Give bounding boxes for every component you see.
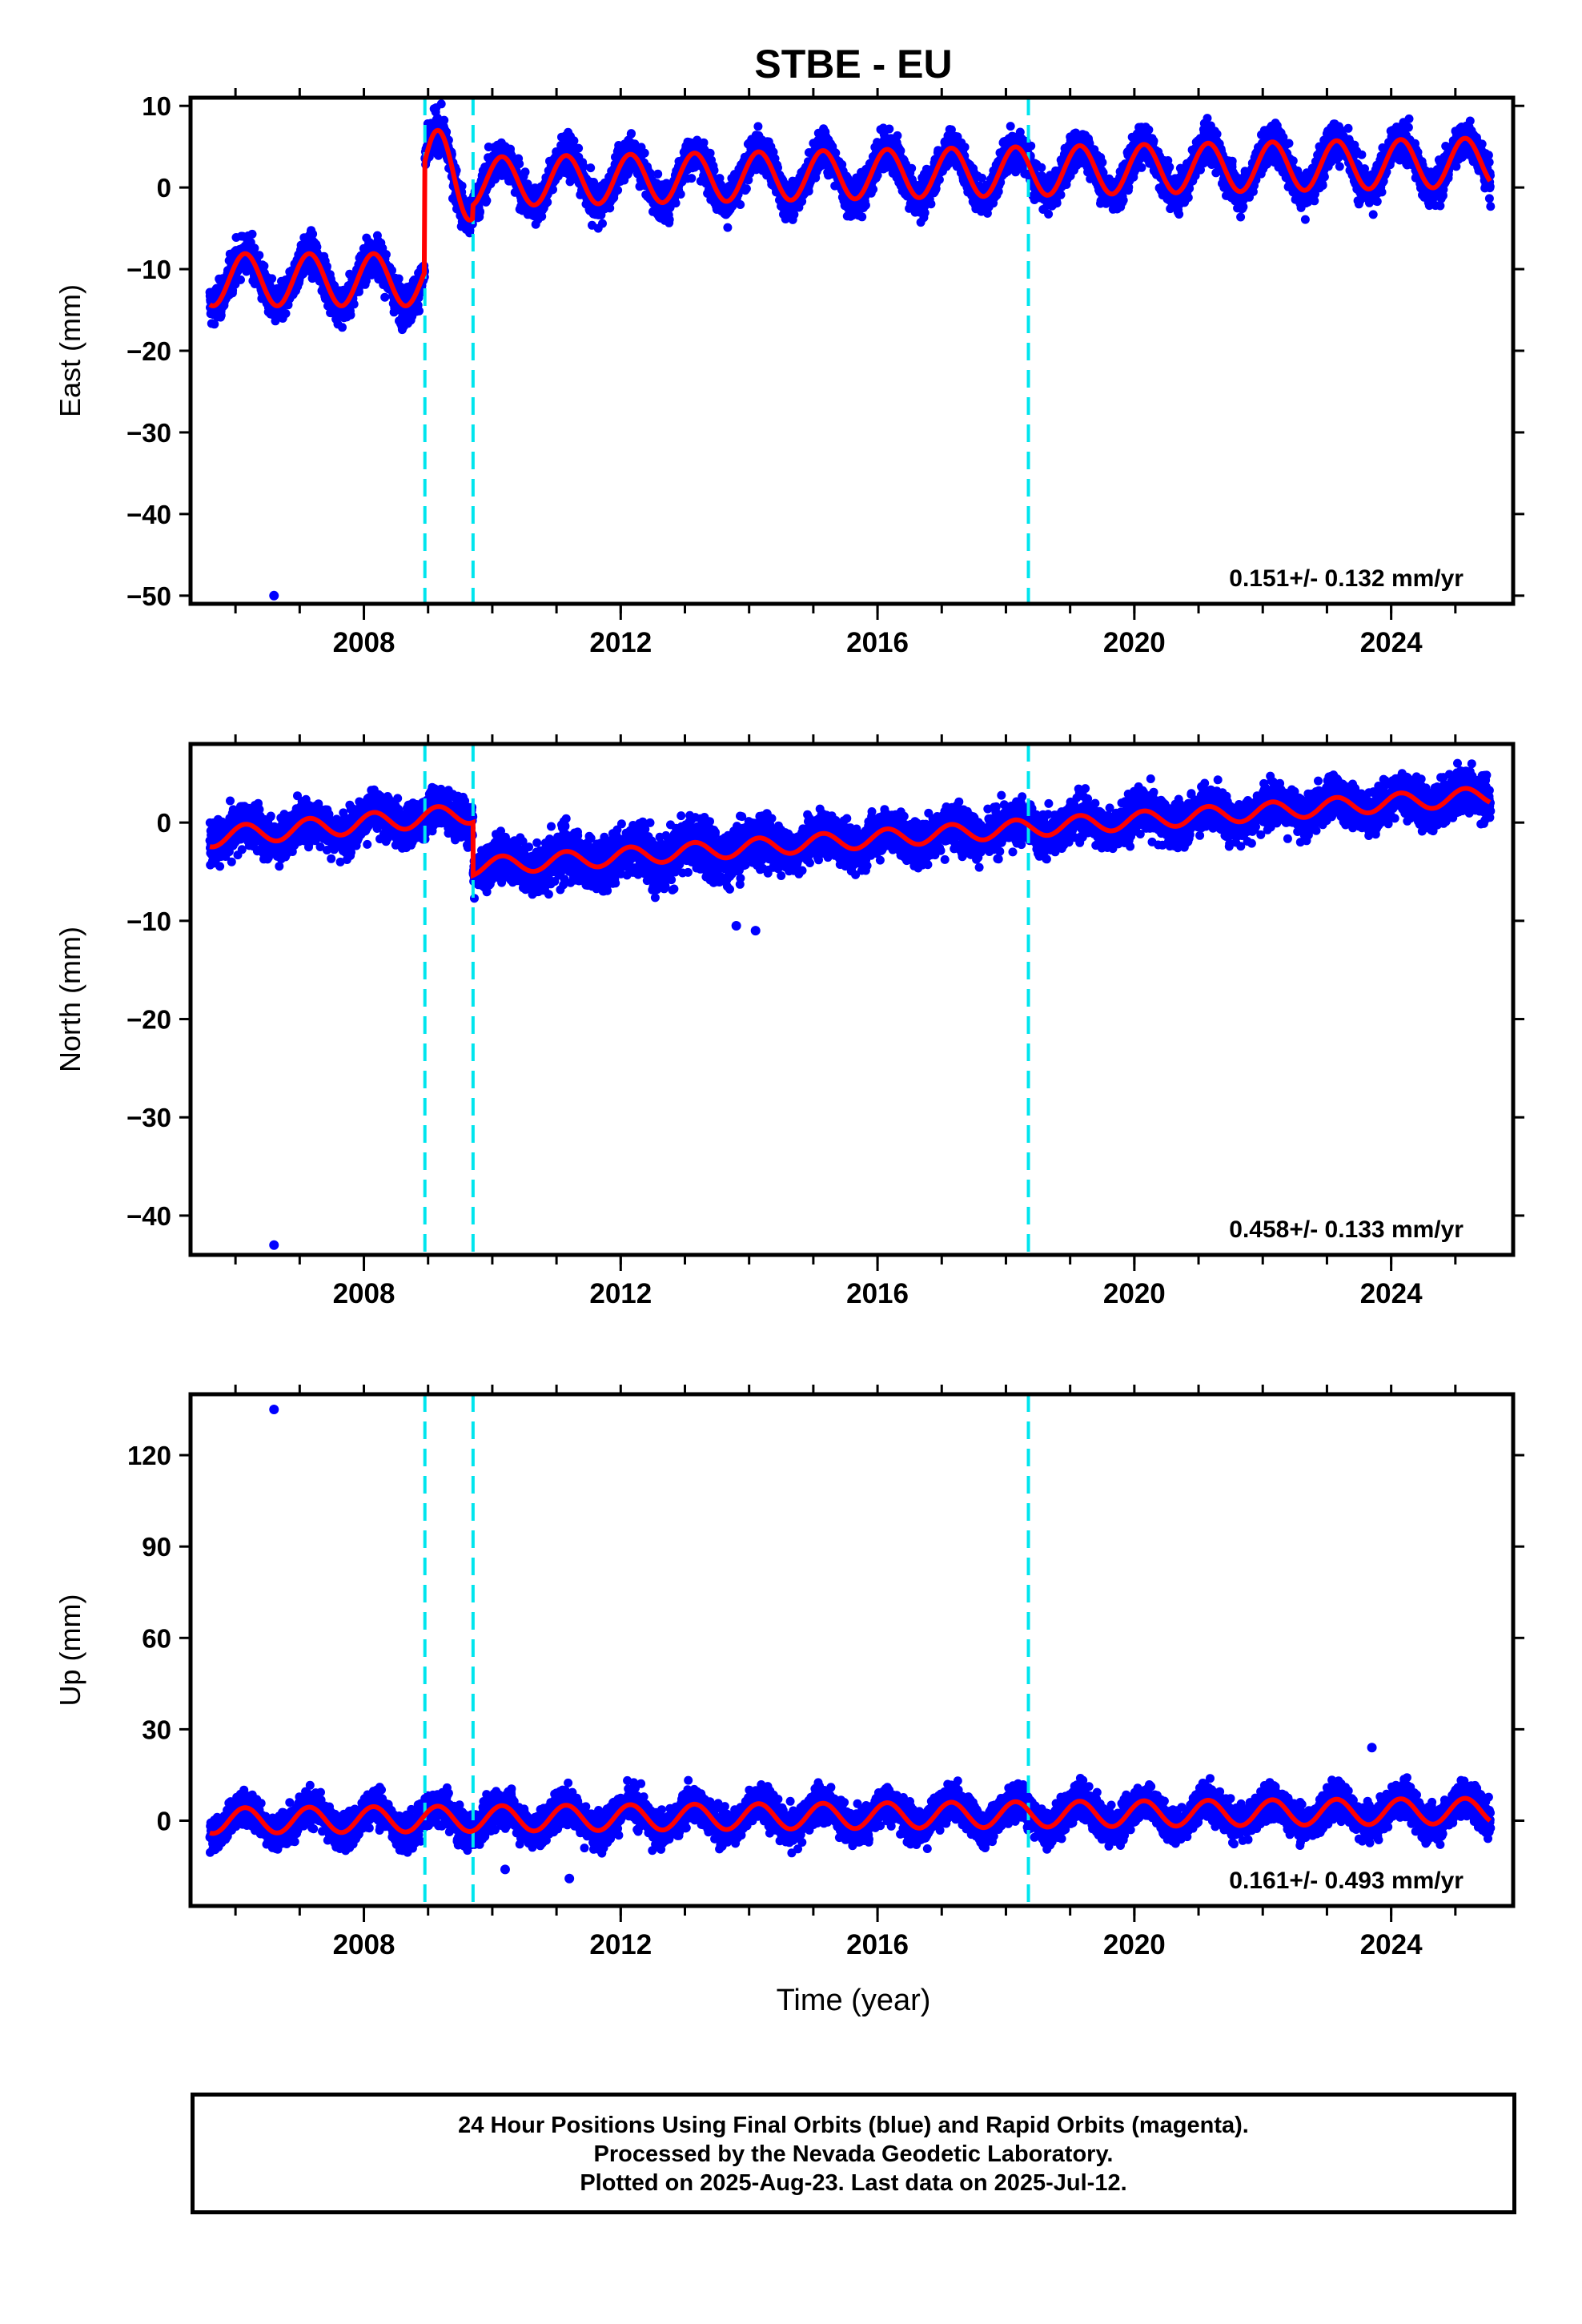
data-point bbox=[380, 292, 390, 302]
data-point bbox=[926, 199, 936, 209]
data-point bbox=[598, 219, 607, 228]
data-point bbox=[247, 229, 257, 239]
data-point bbox=[723, 223, 733, 232]
data-point bbox=[861, 200, 870, 210]
data-point bbox=[361, 276, 371, 286]
data-point bbox=[586, 163, 596, 173]
data-point bbox=[857, 212, 867, 222]
data-point bbox=[960, 143, 970, 152]
data-point bbox=[267, 274, 277, 283]
data-point bbox=[676, 190, 685, 199]
data-point bbox=[896, 146, 905, 155]
data-point bbox=[893, 131, 902, 140]
data-point bbox=[1044, 209, 1054, 219]
data-point bbox=[338, 323, 347, 332]
data-point bbox=[1056, 190, 1066, 199]
data-point bbox=[255, 251, 264, 260]
data-point bbox=[312, 242, 322, 251]
data-point bbox=[736, 200, 745, 209]
data-point bbox=[415, 306, 424, 316]
data-point bbox=[569, 136, 579, 146]
data-point bbox=[476, 207, 484, 216]
data-point bbox=[640, 148, 649, 158]
data-point bbox=[753, 122, 763, 131]
data-point bbox=[210, 320, 219, 329]
data-point bbox=[308, 229, 318, 239]
data-point bbox=[394, 274, 404, 283]
data-point bbox=[653, 169, 663, 179]
data-point bbox=[381, 250, 391, 259]
data-point bbox=[613, 186, 623, 195]
data-point bbox=[885, 124, 894, 134]
data-point bbox=[520, 167, 530, 177]
data-point bbox=[281, 309, 291, 318]
data-points bbox=[205, 99, 1496, 601]
data-point bbox=[1026, 141, 1036, 151]
data-point bbox=[436, 99, 446, 109]
data-point bbox=[236, 275, 245, 284]
data-point bbox=[869, 184, 878, 194]
data-point bbox=[574, 143, 584, 153]
data-point bbox=[1006, 122, 1015, 131]
data-point bbox=[515, 159, 524, 169]
data-point bbox=[482, 196, 492, 205]
data-point bbox=[665, 215, 674, 224]
data-point bbox=[349, 300, 359, 309]
data-point bbox=[627, 129, 636, 139]
data-point bbox=[1052, 199, 1062, 208]
data-point bbox=[440, 115, 449, 125]
data-point bbox=[354, 287, 363, 296]
data-point bbox=[741, 184, 751, 194]
data-point bbox=[543, 198, 552, 207]
data-point bbox=[259, 261, 269, 271]
data-point bbox=[216, 311, 226, 320]
data-point bbox=[346, 310, 355, 320]
data-point bbox=[322, 262, 331, 271]
data-point bbox=[250, 243, 259, 253]
data-point bbox=[1037, 163, 1046, 172]
data-point bbox=[671, 199, 681, 208]
chart-title: STBE - EU bbox=[754, 42, 952, 86]
data-point bbox=[907, 163, 917, 173]
data-point bbox=[687, 174, 697, 183]
data-point bbox=[920, 208, 930, 218]
